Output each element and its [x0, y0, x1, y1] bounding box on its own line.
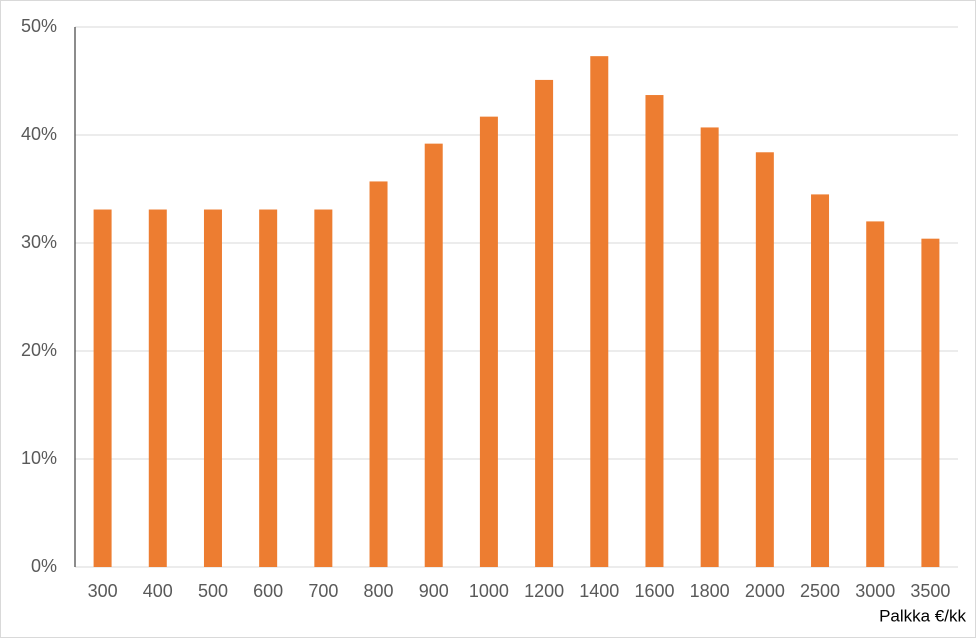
bar [314, 209, 333, 567]
x-tick-label: 500 [198, 581, 228, 601]
y-tick-label: 0% [31, 556, 57, 576]
x-tick-label: 1400 [579, 581, 619, 601]
y-tick-label: 30% [21, 232, 57, 252]
bar [700, 127, 719, 567]
bar [148, 209, 167, 567]
x-tick-label: 1200 [524, 581, 564, 601]
x-tick-label: 2500 [800, 581, 840, 601]
y-tick-label: 40% [21, 124, 57, 144]
bar [369, 181, 388, 567]
x-axis-label: Palkka €/kk [879, 606, 966, 625]
x-tick-label: 3500 [910, 581, 950, 601]
x-tick-label: 1600 [634, 581, 674, 601]
bar [866, 221, 885, 567]
bar [755, 152, 774, 567]
x-tick-label: 3000 [855, 581, 895, 601]
y-tick-label: 50% [21, 16, 57, 36]
x-tick-label: 1000 [469, 581, 509, 601]
bar [645, 95, 664, 567]
bar [535, 79, 554, 568]
bar [93, 209, 112, 567]
x-tick-label: 800 [364, 581, 394, 601]
y-tick-label: 10% [21, 448, 57, 468]
bar [424, 143, 443, 567]
bar [921, 238, 940, 567]
x-tick-label: 900 [419, 581, 449, 601]
y-tick-label: 20% [21, 340, 57, 360]
x-tick-label: 400 [143, 581, 173, 601]
bar [203, 209, 222, 567]
bar [479, 116, 498, 567]
x-tick-label: 700 [308, 581, 338, 601]
bar [590, 56, 609, 567]
bar [259, 209, 278, 567]
x-tick-label: 1800 [690, 581, 730, 601]
x-tick-label: 300 [88, 581, 118, 601]
x-tick-label: 600 [253, 581, 283, 601]
bar [811, 194, 830, 567]
x-tick-label: 2000 [745, 581, 785, 601]
